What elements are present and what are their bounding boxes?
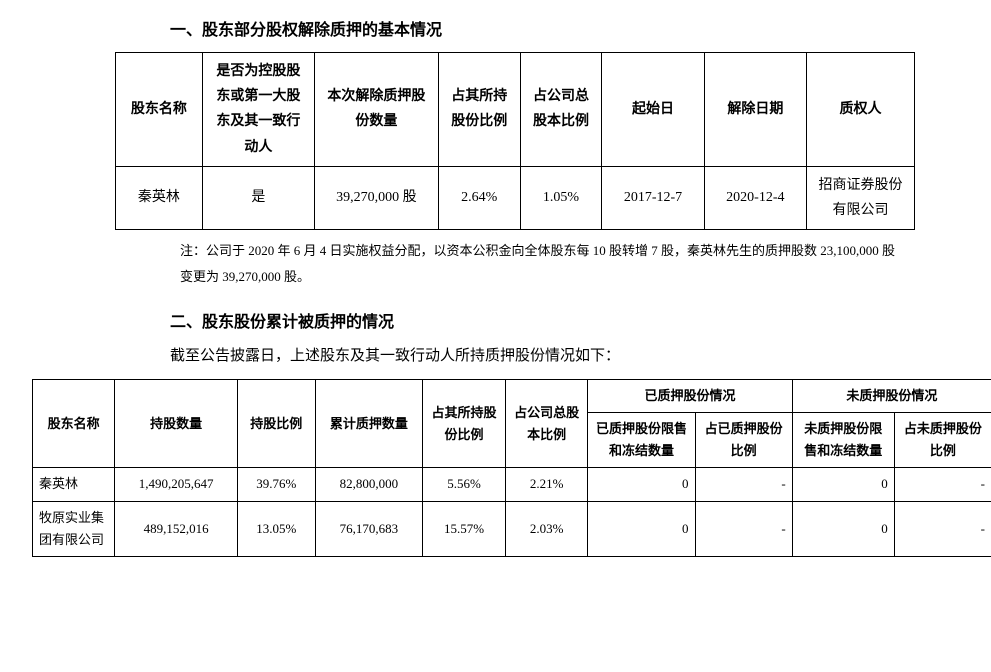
col-release-date: 解除日期 bbox=[704, 53, 806, 167]
table1-row: 秦英林 是 39,270,000 股 2.64% 1.05% 2017-12-7… bbox=[116, 166, 915, 229]
cell2-hold-qty: 489,152,016 bbox=[115, 501, 238, 556]
cell2-pledged-pct: - bbox=[695, 468, 792, 501]
cell2-unpledged-frozen: 0 bbox=[792, 468, 894, 501]
col-pct-total: 占公司总股本比例 bbox=[520, 53, 602, 167]
cell2-hold-pct: 39.76% bbox=[237, 468, 315, 501]
section1-title: 一、股东部分股权解除质押的基本情况 bbox=[170, 16, 971, 40]
cell2-unpledged-pct: - bbox=[894, 501, 991, 556]
section2-title: 二、股东股份累计被质押的情况 bbox=[170, 308, 971, 332]
col-start-date: 起始日 bbox=[602, 53, 704, 167]
col2-hold-qty: 持股数量 bbox=[115, 380, 238, 468]
cell2-unpledged-frozen: 0 bbox=[792, 501, 894, 556]
cell2-name: 秦英林 bbox=[33, 468, 115, 501]
section2-subline: 截至公告披露日，上述股东及其一致行动人所持质押股份情况如下： bbox=[170, 344, 971, 365]
col-pct-held: 占其所持股份比例 bbox=[438, 53, 520, 167]
table2-header: 股东名称 持股数量 持股比例 累计质押数量 占其所持股份比例 占公司总股本比例 … bbox=[33, 380, 991, 468]
cell2-pledged-frozen: 0 bbox=[588, 501, 695, 556]
cell-pct-held: 2.64% bbox=[438, 166, 520, 229]
col2-unpledged-pct: 占未质押股份比例 bbox=[894, 413, 991, 468]
cell-name: 秦英林 bbox=[116, 166, 203, 229]
cell-start-date: 2017-12-7 bbox=[602, 166, 704, 229]
cell-release-date: 2020-12-4 bbox=[704, 166, 806, 229]
cell2-cum-pledge: 76,170,683 bbox=[315, 501, 423, 556]
col2-pct-total: 占公司总股本比例 bbox=[505, 380, 588, 468]
table1-header: 股东名称 是否为控股股东或第一大股东及其一致行动人 本次解除质押股份数量 占其所… bbox=[116, 53, 915, 167]
col2-pct-held: 占其所持股份比例 bbox=[423, 380, 506, 468]
col-released-shares: 本次解除质押股份数量 bbox=[314, 53, 438, 167]
table2-row: 牧原实业集团有限公司 489,152,016 13.05% 76,170,683… bbox=[33, 501, 991, 556]
cell2-pct-held: 5.56% bbox=[423, 468, 506, 501]
col2-unpledged-group: 未质押股份情况 bbox=[792, 380, 991, 413]
cell-pledgee: 招商证券股份有限公司 bbox=[807, 166, 915, 229]
col-is-controlling: 是否为控股股东或第一大股东及其一致行动人 bbox=[202, 53, 314, 167]
cell2-hold-pct: 13.05% bbox=[237, 501, 315, 556]
cell-is-controlling: 是 bbox=[202, 166, 314, 229]
section1-note: 注：公司于 2020 年 6 月 4 日实施权益分配，以资本公积金向全体股东每 … bbox=[180, 238, 900, 290]
cell-shares: 39,270,000 股 bbox=[314, 166, 438, 229]
col2-hold-pct: 持股比例 bbox=[237, 380, 315, 468]
cell2-pledged-frozen: 0 bbox=[588, 468, 695, 501]
pledge-release-table: 股东名称 是否为控股股东或第一大股东及其一致行动人 本次解除质押股份数量 占其所… bbox=[115, 52, 915, 230]
cumulative-pledge-table: 股东名称 持股数量 持股比例 累计质押数量 占其所持股份比例 占公司总股本比例 … bbox=[32, 379, 991, 557]
col-pledgee: 质权人 bbox=[807, 53, 915, 167]
document-page: 一、股东部分股权解除质押的基本情况 股东名称 是否为控股股东或第一大股东及其一致… bbox=[0, 0, 991, 585]
col2-name: 股东名称 bbox=[33, 380, 115, 468]
cell-pct-total: 1.05% bbox=[520, 166, 602, 229]
cell2-pct-held: 15.57% bbox=[423, 501, 506, 556]
col2-unpledged-frozen: 未质押股份限售和冻结数量 bbox=[792, 413, 894, 468]
col2-pledged-pct: 占已质押股份比例 bbox=[695, 413, 792, 468]
col2-pledged-group: 已质押股份情况 bbox=[588, 380, 792, 413]
cell2-pct-total: 2.03% bbox=[505, 501, 588, 556]
col-shareholder-name: 股东名称 bbox=[116, 53, 203, 167]
cell2-name: 牧原实业集团有限公司 bbox=[33, 501, 115, 556]
cell2-unpledged-pct: - bbox=[894, 468, 991, 501]
col2-pledged-frozen: 已质押股份限售和冻结数量 bbox=[588, 413, 695, 468]
cell2-cum-pledge: 82,800,000 bbox=[315, 468, 423, 501]
cell2-hold-qty: 1,490,205,647 bbox=[115, 468, 238, 501]
col2-cum-pledge: 累计质押数量 bbox=[315, 380, 423, 468]
cell2-pct-total: 2.21% bbox=[505, 468, 588, 501]
cell2-pledged-pct: - bbox=[695, 501, 792, 556]
table2-row: 秦英林 1,490,205,647 39.76% 82,800,000 5.56… bbox=[33, 468, 991, 501]
